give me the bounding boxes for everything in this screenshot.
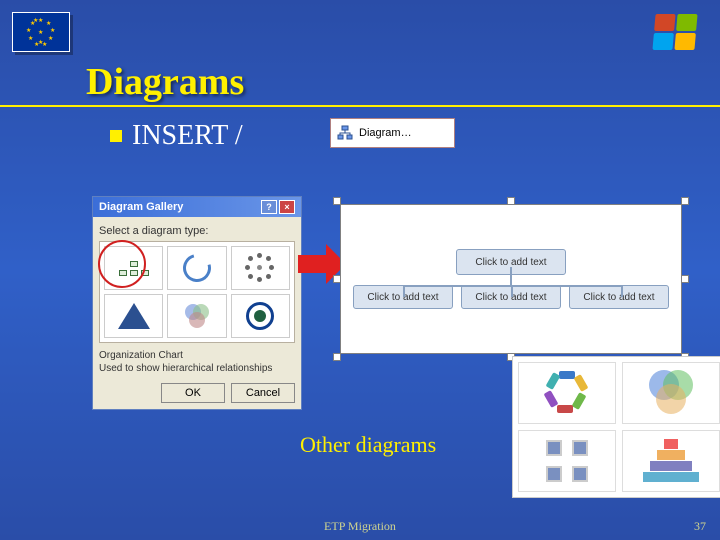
- type-radial[interactable]: [231, 246, 290, 290]
- other-diagrams-previews: [512, 356, 720, 498]
- dialog-title: Diagram Gallery: [99, 201, 183, 213]
- eu-flag: ★ ★ ★ ★ ★ ★ ★ ★ ★ ★ ★ ★: [12, 12, 70, 52]
- type-cycle[interactable]: [167, 246, 226, 290]
- diagram-icon: [337, 125, 353, 141]
- footer-text: ETP Migration: [0, 519, 720, 534]
- diagram-gallery-dialog: Diagram Gallery ? × Select a diagram typ…: [92, 196, 302, 410]
- type-pyramid[interactable]: [104, 294, 163, 338]
- preview-venn[interactable]: [622, 362, 720, 424]
- desc-body: Used to show hierarchical relationships: [99, 363, 272, 374]
- cancel-button[interactable]: Cancel: [231, 383, 295, 403]
- menu-item-label: Diagram…: [359, 127, 412, 139]
- eu-stars: ★ ★ ★ ★ ★ ★ ★ ★ ★ ★ ★ ★: [26, 17, 56, 47]
- close-button[interactable]: ×: [279, 200, 295, 214]
- bullet-icon: [110, 130, 122, 142]
- diagram-type-grid: [99, 241, 295, 343]
- title-underline: [0, 105, 720, 107]
- windows-logo-icon: [652, 14, 697, 50]
- preview-pyramid[interactable]: [622, 430, 720, 492]
- select-label: Select a diagram type:: [99, 225, 295, 237]
- menu-item-diagram[interactable]: Diagram…: [330, 118, 455, 148]
- orgchart-placeholder[interactable]: Click to add text Click to add text Clic…: [340, 204, 682, 354]
- preview-cycle[interactable]: [518, 362, 616, 424]
- bullet-row: INSERT /: [110, 120, 243, 152]
- dialog-titlebar: Diagram Gallery ? ×: [93, 197, 301, 217]
- page-number: 37: [694, 519, 706, 534]
- type-description: Organization Chart Used to show hierarch…: [99, 349, 295, 375]
- help-button[interactable]: ?: [261, 200, 277, 214]
- desc-title: Organization Chart: [99, 349, 295, 362]
- type-venn[interactable]: [167, 294, 226, 338]
- other-diagrams-label: Other diagrams: [300, 432, 436, 458]
- selected-ring: [98, 240, 146, 288]
- preview-radial[interactable]: [518, 430, 616, 492]
- type-target[interactable]: [231, 294, 290, 338]
- bullet-text: INSERT /: [132, 120, 243, 152]
- page-title: Diagrams: [86, 60, 244, 104]
- ok-button[interactable]: OK: [161, 383, 225, 403]
